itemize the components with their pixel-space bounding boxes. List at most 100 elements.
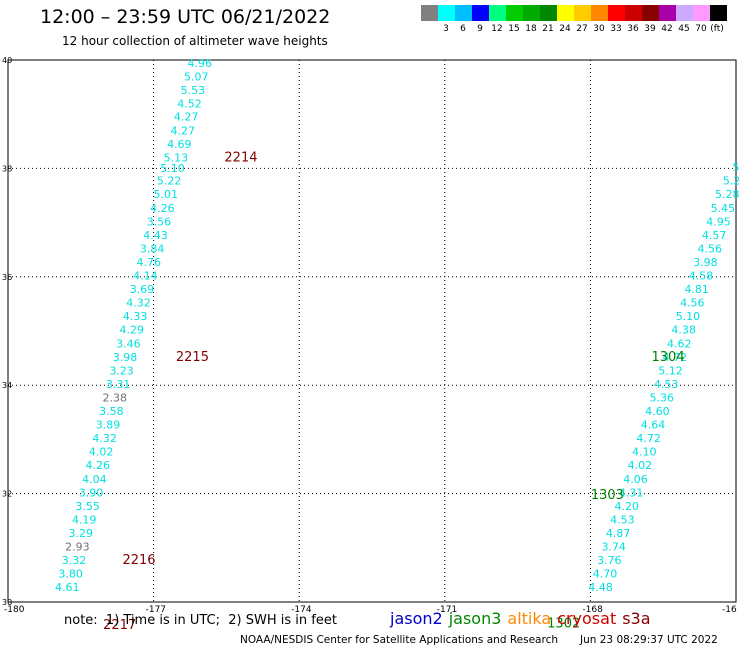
legend-label: 39: [644, 24, 656, 34]
time-label: 2215: [176, 350, 209, 365]
swh-value: 4.62: [667, 337, 692, 350]
time-label: 2217: [103, 618, 136, 633]
legend-swatch: [676, 5, 693, 21]
swh-value: 3.46: [116, 337, 141, 350]
legend-label: 33: [610, 24, 622, 34]
swh-value: 3.29: [69, 527, 94, 540]
swh-value: 4.87: [606, 527, 631, 540]
swh-value: 4.32: [126, 297, 151, 310]
swh-value: 5.01: [153, 188, 178, 201]
legend-label: 15: [508, 24, 520, 34]
swh-value: 2.93: [65, 541, 90, 554]
axes: -180 -177 -174 -171 -168 -16 30 32 34 36 38 40: [2, 56, 737, 615]
swh-value: 4.38: [671, 324, 696, 337]
swh-value: 4.29: [120, 324, 145, 337]
swh-value: 3.56: [147, 215, 172, 228]
swh-value: 4.52: [177, 98, 202, 111]
swh-value: 3.76: [597, 554, 622, 567]
swh-value: 4.60: [645, 405, 670, 418]
swh-value: 4.27: [174, 111, 199, 124]
x-tick-label: -168: [582, 605, 603, 615]
legend-label: 36: [627, 24, 639, 34]
swh-value: 4.27: [170, 124, 195, 137]
swh-value: 4.02: [628, 459, 653, 472]
time-label: 1303: [591, 488, 624, 503]
swh-value: 5.12: [658, 364, 683, 377]
legend-label: 70: [695, 24, 707, 34]
time-label: 1302: [547, 616, 580, 631]
legend-unit: (ft): [710, 24, 724, 34]
legend-swatch: [710, 5, 727, 21]
legend-swatch: [591, 5, 608, 21]
swh-value: 5.22: [157, 175, 182, 188]
swh-value: 3.32: [62, 554, 87, 567]
swh-value: 4.72: [663, 351, 688, 364]
swh-value: 5.07: [184, 71, 209, 84]
legend-swatch: [574, 5, 591, 21]
swh-value: 5.2: [723, 175, 740, 188]
swh-value: 5: [733, 161, 740, 174]
legend-swatch: [693, 5, 710, 21]
swh-value: 4.33: [123, 310, 148, 323]
legend-label: 3: [443, 24, 449, 34]
legend-label: 12: [491, 24, 503, 34]
satellite-cryosat: cryosat: [557, 609, 617, 628]
swh-value: 5.10: [676, 310, 701, 323]
data-points: 4.965.075.534.524.274.274.695.135.105.22…: [55, 57, 740, 594]
legend-swatch: [625, 5, 642, 21]
swh-value: 3.98: [693, 256, 718, 269]
legend-swatch: [557, 5, 574, 21]
legend-swatch: [455, 5, 472, 21]
legend-label: 30: [593, 24, 605, 34]
plot-frame: [7, 59, 737, 603]
swh-value: 4.43: [143, 229, 168, 242]
swh-value: 4.95: [706, 215, 731, 228]
credit-text: NOAA/NESDIS Center for Satellite Applica…: [240, 634, 558, 646]
swh-value: 3.89: [96, 419, 121, 432]
swh-value: 4.26: [86, 459, 111, 472]
legend-label: 45: [678, 24, 690, 34]
swh-value: 3.69: [130, 283, 155, 296]
time-label: 2216: [122, 553, 155, 568]
y-tick-label: 34: [2, 381, 12, 390]
satellite-altika: altika: [507, 609, 552, 628]
legend-label: 9: [477, 24, 483, 34]
grid-lines: [8, 60, 736, 602]
swh-value: 4.64: [641, 419, 666, 432]
y-tick-label: 38: [2, 164, 12, 173]
swh-value: 4.76: [136, 256, 161, 269]
swh-value: 4.58: [689, 270, 714, 283]
satellite-legend: jason2 jason3 altika cryosat s3a: [390, 609, 657, 628]
swh-value: 4.57: [702, 229, 727, 242]
legend-swatch: [642, 5, 659, 21]
page-subtitle: 12 hour collection of altimeter wave hei…: [62, 34, 328, 48]
swh-value: 4.04: [82, 473, 107, 486]
legend-label: 6: [460, 24, 466, 34]
legend-swatch: [523, 5, 540, 21]
legend-swatch: [506, 5, 523, 21]
generated-timestamp: Jun 23 08:29:37 UTC 2022: [580, 634, 718, 646]
swh-value: 3.74: [601, 541, 626, 554]
time-label: 1304: [652, 350, 685, 365]
swh-value: 5.45: [711, 202, 736, 215]
swh-value: 4.81: [684, 283, 709, 296]
swh-value: 3.58: [99, 405, 124, 418]
swh-value: 5.53: [181, 84, 206, 97]
swh-value: 4.02: [89, 446, 114, 459]
swh-value: 3.80: [58, 568, 83, 581]
swh-value: 4.69: [167, 138, 192, 151]
swh-value: 3.31: [106, 378, 131, 391]
swh-value: 4.53: [610, 513, 635, 526]
swh-value: 3.55: [75, 500, 100, 513]
legend-swatch: [540, 5, 557, 21]
swh-value: 4.70: [593, 568, 618, 581]
swh-value: 4.06: [623, 473, 648, 486]
swh-value: 3.90: [79, 486, 104, 499]
swh-value: 2.38: [103, 391, 128, 404]
x-tick-label: -177: [146, 605, 166, 615]
x-tick-label: -16: [722, 605, 737, 615]
legend-label: 27: [576, 24, 588, 34]
satellite-s3a: s3a: [622, 609, 651, 628]
legend-swatch: [608, 5, 625, 21]
